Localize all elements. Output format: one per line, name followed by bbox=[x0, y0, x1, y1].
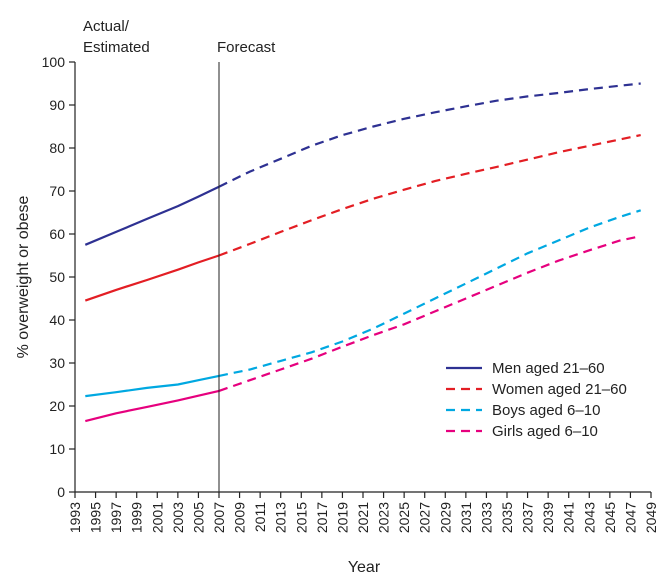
x-axis-title: Year bbox=[348, 559, 381, 576]
legend-label-girls: Girls aged 6–10 bbox=[492, 423, 598, 440]
x-tick-label: 2013 bbox=[273, 502, 289, 533]
x-tick-label: 1995 bbox=[88, 502, 104, 533]
x-tick-label: 2027 bbox=[417, 502, 433, 533]
actual-estimated-label-line1: Actual/ bbox=[83, 18, 130, 35]
x-tick-label: 2043 bbox=[581, 502, 597, 533]
girls-forecast-line bbox=[218, 235, 641, 392]
women-actual-line bbox=[84, 254, 220, 302]
x-tick-label: 1999 bbox=[129, 502, 145, 533]
men-actual-line bbox=[84, 185, 220, 246]
y-tick-label: 0 bbox=[57, 484, 65, 500]
x-tick-label: 2017 bbox=[314, 502, 330, 533]
legend-label-women: Women aged 21–60 bbox=[492, 381, 627, 398]
x-tick-label: 2049 bbox=[643, 502, 659, 533]
actual-estimated-label-line2: Estimated bbox=[83, 39, 150, 56]
y-tick-label: 20 bbox=[49, 398, 65, 414]
y-tick-label: 100 bbox=[42, 54, 66, 70]
y-tick-label: 80 bbox=[49, 140, 65, 156]
x-tick-label: 2003 bbox=[170, 502, 186, 533]
x-tick-label: 2041 bbox=[561, 502, 577, 533]
x-tick-label: 1997 bbox=[108, 502, 124, 533]
legend-label-boys: Boys aged 6–10 bbox=[492, 402, 600, 419]
x-tick-label: 2001 bbox=[149, 502, 165, 533]
men-forecast-line bbox=[218, 82, 641, 188]
x-tick-label: 2035 bbox=[499, 502, 515, 533]
y-tick-label: 70 bbox=[49, 183, 65, 199]
x-tick-label: 2029 bbox=[437, 502, 453, 533]
legend-label-men: Men aged 21–60 bbox=[492, 360, 605, 377]
x-tick-label: 2039 bbox=[540, 502, 556, 533]
boys-actual-line bbox=[85, 374, 220, 398]
x-tick-label: 2011 bbox=[252, 502, 268, 532]
y-tick-label: 90 bbox=[49, 97, 65, 113]
forecast-label: Forecast bbox=[217, 39, 276, 56]
women-forecast-line bbox=[218, 134, 641, 257]
x-tick-label: 2033 bbox=[478, 502, 494, 533]
x-tick-label: 2047 bbox=[622, 502, 638, 533]
x-tick-label: 2007 bbox=[211, 502, 227, 533]
x-tick-label: 2019 bbox=[334, 502, 350, 533]
x-tick-label: 2009 bbox=[232, 502, 248, 533]
x-tick-label: 2031 bbox=[458, 502, 474, 533]
x-tick-label: 1993 bbox=[67, 502, 83, 533]
y-tick-label: 30 bbox=[49, 355, 65, 371]
x-tick-label: 2015 bbox=[293, 502, 309, 533]
y-tick-label: 10 bbox=[49, 441, 65, 457]
x-tick-label: 2037 bbox=[520, 502, 536, 533]
x-tick-label: 2025 bbox=[396, 502, 412, 533]
boys-forecast-line bbox=[218, 209, 642, 377]
y-tick-label: 60 bbox=[49, 226, 65, 242]
y-axis-title: % overweight or obese bbox=[15, 196, 32, 359]
y-tick-label: 40 bbox=[49, 312, 65, 328]
x-tick-label: 2045 bbox=[602, 502, 618, 533]
x-tick-label: 2005 bbox=[190, 502, 206, 533]
girls-actual-line bbox=[85, 389, 220, 423]
y-tick-label: 50 bbox=[49, 269, 65, 285]
x-tick-label: 2023 bbox=[376, 502, 392, 533]
x-tick-label: 2021 bbox=[355, 502, 371, 533]
